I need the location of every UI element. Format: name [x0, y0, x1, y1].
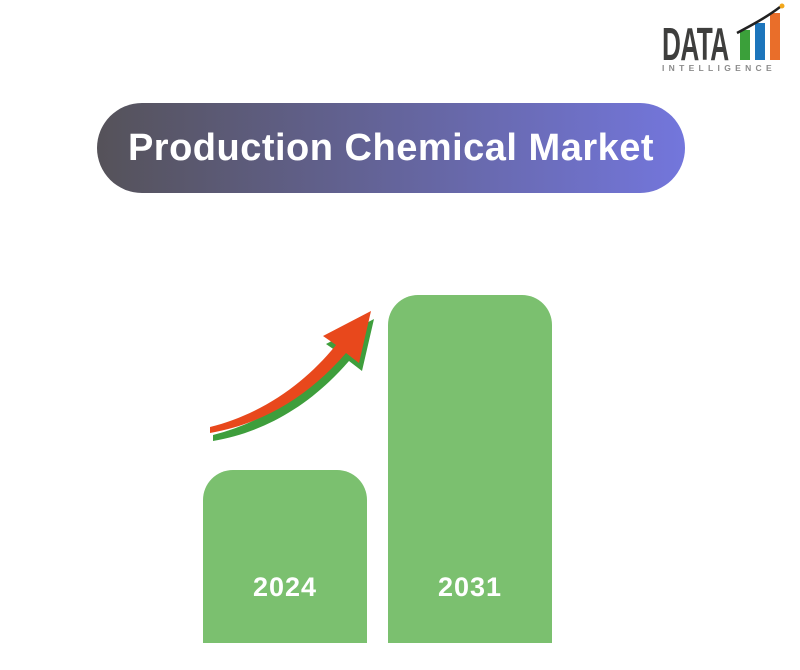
page-title: Production Chemical Market [127, 126, 655, 169]
logo-swoosh-line [736, 6, 781, 35]
logo-row: DATA [662, 3, 788, 67]
logo-bar-blue [755, 23, 765, 60]
title-banner: Production Chemical Market [97, 103, 685, 193]
bar-2024: 2024 [203, 470, 367, 643]
logo-bar-orange [770, 13, 780, 60]
logo-tagline-text: INTELLIGENCE [662, 63, 776, 73]
brand-logo: DATA INTELLIGENCE [662, 3, 788, 73]
growth-arrow [210, 311, 374, 441]
logo-bar-green [740, 30, 750, 60]
bar-label-2024: 2024 [252, 572, 318, 602]
growth-arrow-body [210, 311, 371, 433]
logo-bar-chart-icon [736, 3, 785, 60]
logo-brand-text: DATA [662, 18, 729, 70]
bar-2031: 2031 [388, 295, 552, 643]
bar-label-2031: 2031 [437, 572, 503, 602]
logo-swoosh-dot [779, 3, 785, 9]
